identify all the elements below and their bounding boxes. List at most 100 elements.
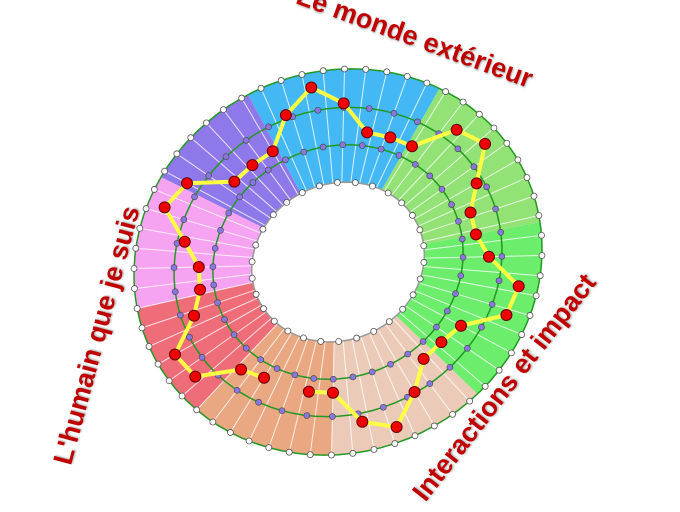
outer-node [193, 406, 201, 414]
outer-node [536, 272, 544, 280]
spoke-line [399, 312, 486, 387]
inner-node [385, 318, 393, 325]
spoke-line [137, 281, 253, 309]
outer-node [459, 98, 467, 106]
mid-node [414, 118, 421, 126]
mid-node [458, 235, 466, 243]
spoke-line [280, 80, 316, 188]
mid-node [221, 316, 228, 323]
spoke-line [148, 297, 258, 347]
inner-node [315, 182, 323, 190]
path-node [178, 235, 191, 248]
mid-node [303, 412, 311, 419]
mid-node [198, 354, 206, 361]
outer-node [391, 440, 399, 447]
path-node [194, 283, 207, 296]
path-node [470, 177, 483, 190]
mid-node [464, 345, 471, 352]
spoke-line [135, 247, 253, 258]
path-node [479, 137, 492, 150]
inner-node [416, 275, 424, 283]
outer-node [202, 119, 210, 127]
path-node [356, 415, 369, 428]
mid-node [488, 301, 496, 308]
mid-node [257, 356, 264, 363]
inner-node [248, 274, 256, 282]
mid-node [236, 193, 243, 201]
mid-node [470, 163, 478, 170]
mid-node [233, 387, 241, 394]
outer-node [245, 437, 253, 445]
path-node [390, 421, 403, 434]
path-node [302, 385, 315, 398]
outer-node [165, 377, 173, 385]
outer-node [178, 392, 186, 400]
spoke-line [342, 340, 354, 454]
mid-node [454, 145, 462, 153]
mid-node [170, 264, 178, 271]
spoke-line [181, 317, 272, 397]
inner-edge [250, 181, 426, 343]
outer-node [490, 124, 498, 132]
outer-node [173, 150, 181, 158]
mid-node [419, 338, 427, 345]
mid-node [205, 172, 212, 179]
mid-node [209, 263, 217, 271]
mid-node [390, 110, 398, 117]
spoke-line [268, 338, 309, 448]
spoke-line [350, 69, 367, 183]
mid-node [222, 153, 230, 160]
outer-node [449, 410, 457, 418]
mid-node [310, 375, 318, 382]
path-node [189, 370, 202, 383]
mid-node [443, 307, 451, 315]
mid-node [300, 148, 308, 156]
spoke-line [421, 195, 535, 235]
mid-node [264, 166, 272, 174]
path-node [450, 123, 463, 136]
spoke-line [359, 71, 388, 184]
path-node [246, 159, 259, 172]
outer-node [130, 265, 138, 272]
mid-node [339, 141, 347, 149]
spoke-line [415, 290, 522, 336]
outer-node [430, 422, 438, 430]
spoke-line [376, 82, 428, 188]
path-node [158, 201, 171, 214]
outer-node [136, 224, 144, 232]
inner-node [384, 189, 392, 197]
outer-node [466, 397, 474, 405]
mid-node [412, 161, 419, 168]
mid-node [457, 272, 465, 279]
mid-node [495, 277, 503, 284]
sector-purple [161, 94, 301, 228]
path-node [512, 280, 525, 293]
spoke-line [164, 170, 266, 226]
inner-node [252, 290, 260, 298]
outer-node [370, 446, 378, 453]
mid-node [177, 311, 184, 319]
outer-node [526, 312, 534, 319]
outer-node [532, 292, 540, 300]
mid-node [433, 323, 440, 331]
spoke-line [418, 282, 531, 316]
path-node [464, 206, 477, 219]
mid-node [387, 360, 394, 368]
path-node [469, 228, 482, 241]
spoke-line [322, 70, 334, 184]
outer-node [341, 65, 348, 73]
path-node [279, 109, 292, 122]
path-node [455, 319, 468, 332]
spoke-line [139, 227, 255, 250]
inner-node [399, 305, 406, 313]
sector-orange [196, 323, 335, 456]
mid-node [242, 136, 250, 144]
outer-node [161, 167, 169, 175]
mid-node [291, 371, 299, 379]
mid-node [180, 216, 188, 223]
spoke-line [398, 113, 480, 201]
spoke-line [288, 340, 317, 453]
spoke-line [377, 328, 435, 427]
path-node [384, 131, 397, 144]
